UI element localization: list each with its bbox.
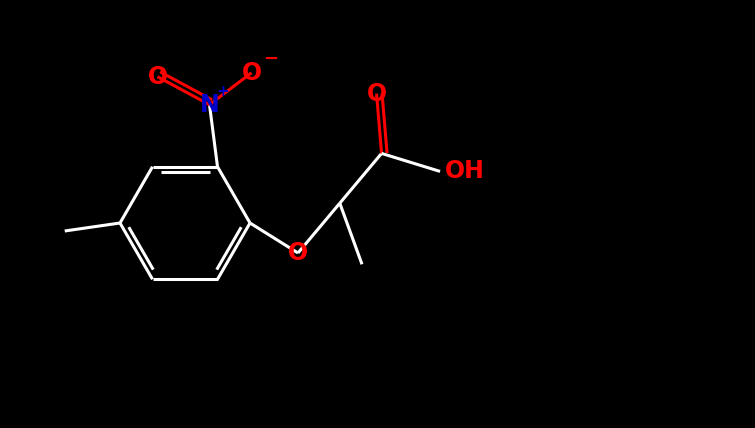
Text: O: O [366, 82, 387, 106]
Text: +: + [216, 84, 229, 99]
Text: N: N [199, 93, 220, 117]
Text: O: O [242, 61, 261, 85]
Text: OH: OH [445, 159, 485, 184]
Text: O: O [147, 65, 168, 89]
Text: −: − [263, 50, 278, 68]
Text: O: O [288, 241, 308, 265]
